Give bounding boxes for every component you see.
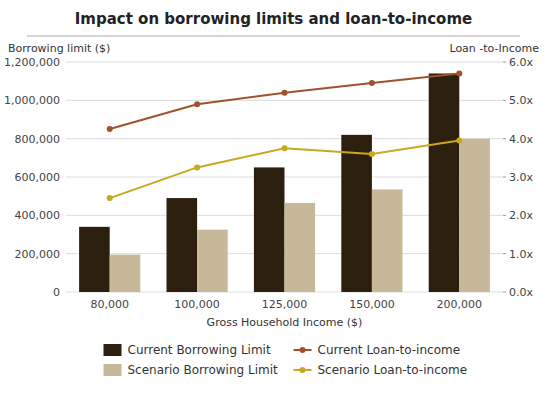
- grid: [66, 62, 503, 292]
- x-tick-label: 150,000: [349, 298, 395, 311]
- bar: [79, 227, 110, 292]
- y2-tick: [503, 138, 506, 139]
- line-marker: [194, 164, 200, 170]
- legend-marker: [300, 347, 306, 353]
- line-marker: [282, 90, 288, 96]
- y-tick-label: 0: [53, 286, 60, 299]
- bar: [197, 230, 228, 292]
- y2-tick-label: 2.0x: [509, 209, 533, 222]
- line-marker: [456, 71, 462, 77]
- y-tick-label: 1,200,000: [4, 56, 60, 69]
- bar: [254, 167, 285, 292]
- bar: [372, 189, 403, 292]
- y2-tick-label: 6.0x: [509, 56, 533, 69]
- y2-tick-label: 5.0x: [509, 94, 533, 107]
- legend-swatch: [104, 344, 122, 356]
- x-tick-label: 80,000: [90, 298, 129, 311]
- legend: Current Borrowing Limit Scenario Borrowin…: [104, 343, 468, 377]
- y2-axis-label: Loan -to-Income: [449, 42, 539, 55]
- title-separator: [27, 36, 520, 37]
- y2-tick-label: 0.0x: [509, 286, 533, 299]
- y2-tick: [503, 292, 506, 293]
- bar: [341, 135, 372, 292]
- line-marker: [194, 101, 200, 107]
- y2-tick: [503, 177, 506, 178]
- y2-tick: [503, 62, 506, 63]
- y2-tick-label: 1.0x: [509, 248, 533, 261]
- chart: Impact on borrowing limits and loan-to-i…: [0, 0, 547, 409]
- line-marker: [456, 138, 462, 144]
- x-tick-label: 200,000: [437, 298, 483, 311]
- bar: [459, 139, 490, 292]
- y-tick-label: 600,000: [15, 171, 61, 184]
- line-marker: [369, 151, 375, 157]
- y2-tick: [503, 215, 506, 216]
- y-tick-label: 400,000: [15, 209, 61, 222]
- plot-area: [79, 71, 490, 293]
- grid-line: [66, 62, 503, 63]
- legend-label: Current Borrowing Limit: [128, 343, 271, 357]
- legend-label: Scenario Loan-to-income: [318, 363, 468, 377]
- line-marker: [369, 80, 375, 86]
- y-tick-label: 800,000: [15, 133, 61, 146]
- y-axis-label: Borrowing limit ($): [8, 42, 110, 55]
- line-marker: [282, 145, 288, 151]
- y-tick-label: 1,000,000: [4, 94, 60, 107]
- line: [110, 74, 460, 130]
- title: Impact on borrowing limits and loan-to-i…: [75, 10, 472, 28]
- legend-label: Scenario Borrowing Limit: [128, 363, 279, 377]
- y2-tick: [503, 253, 506, 254]
- bar: [285, 203, 316, 292]
- line-marker: [107, 195, 113, 201]
- bar: [110, 255, 141, 292]
- line: [110, 141, 460, 199]
- bar: [167, 198, 198, 292]
- y2-tick-label: 4.0x: [509, 133, 533, 146]
- legend-marker: [300, 367, 306, 373]
- legend-swatch: [104, 364, 122, 376]
- bar: [429, 74, 460, 293]
- y-tick-label: 200,000: [15, 248, 61, 261]
- legend-label: Current Loan-to-income: [318, 343, 461, 357]
- x-tick-label: 100,000: [174, 298, 220, 311]
- line-marker: [107, 126, 113, 132]
- x-tick-label: 125,000: [262, 298, 308, 311]
- y2-tick-label: 3.0x: [509, 171, 533, 184]
- y2-tick: [503, 100, 506, 101]
- x-axis-label: Gross Household Income ($): [207, 316, 363, 329]
